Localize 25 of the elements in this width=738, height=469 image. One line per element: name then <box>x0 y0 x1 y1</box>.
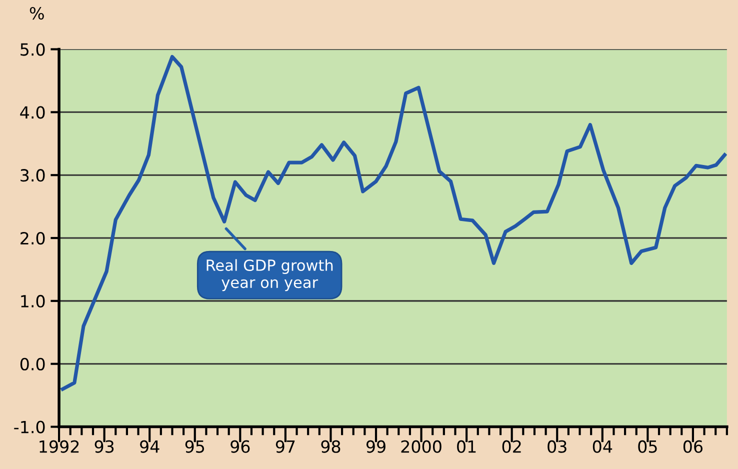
y-tick-label: 0.0 <box>20 358 45 370</box>
annotation: Real GDP growth year on year <box>206 259 333 292</box>
y-tick-label: 1.0 <box>21 294 45 308</box>
y-tick-label: 2.0 <box>20 232 45 245</box>
x-tick-label: 05 <box>638 440 657 453</box>
y-tick-label: 5.0 <box>20 43 45 56</box>
x-tick-label: 93 <box>94 440 114 453</box>
x-tick-label: 99 <box>366 440 386 453</box>
x-tick-label: 98 <box>321 440 340 453</box>
x-tick-label: 06 <box>683 440 703 453</box>
y-tick-label: -1.0 <box>14 420 45 434</box>
x-tick-label: 1992 <box>40 440 79 453</box>
x-tick-label: 04 <box>592 440 612 453</box>
x-tick-label: 95 <box>185 440 204 453</box>
x-tick-label: 02 <box>502 440 521 453</box>
x-tick-label: 03 <box>548 440 566 453</box>
x-tick-label: 96 <box>230 440 250 453</box>
line-series <box>60 54 726 391</box>
x-tick-label: 2000 <box>401 440 442 453</box>
y-tick-label: 4.0 <box>20 106 45 119</box>
y-tick-label: 3.0 <box>20 169 45 182</box>
x-tick-label: 01 <box>457 440 476 453</box>
y-axis-title: % <box>30 6 44 20</box>
x-tick-label: 97 <box>276 440 295 453</box>
x-tick-label: 94 <box>140 440 160 453</box>
